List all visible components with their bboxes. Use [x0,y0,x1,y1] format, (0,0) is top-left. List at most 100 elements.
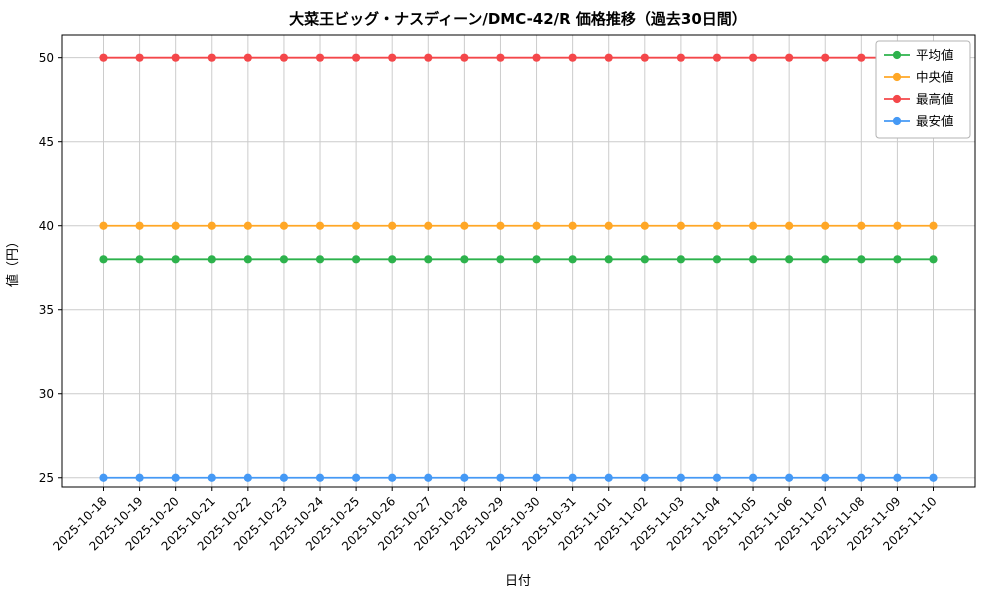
data-point [352,473,361,482]
data-point [424,473,433,482]
data-point [857,221,866,230]
data-point [171,473,180,482]
legend-marker [892,72,902,82]
data-point [99,53,108,62]
y-tick-label: 45 [39,135,54,149]
chart-generated-content: 2025-10-182025-10-192025-10-202025-10-21… [39,34,976,553]
data-point [496,53,505,62]
data-point [785,221,794,230]
data-point [99,255,108,264]
data-point [640,221,649,230]
data-point [748,255,758,264]
legend-label: 平均値 [916,47,954,62]
plot-border [61,34,976,488]
data-point [135,53,144,62]
series-中央値 [99,221,938,230]
data-point [496,221,505,230]
data-point [893,221,902,230]
data-point [748,53,758,62]
data-point [676,473,685,482]
data-point [676,255,685,264]
data-point [785,53,794,62]
data-point [532,255,541,264]
data-point [171,221,180,230]
data-point [604,255,613,264]
data-point [604,473,613,482]
data-point [676,53,685,62]
data-point [568,255,577,264]
data-point [496,255,505,264]
data-point [388,473,397,482]
data-point [748,221,758,230]
data-point [243,473,252,482]
data-point [640,473,649,482]
y-tick-label: 40 [39,219,54,233]
gridlines [62,35,975,487]
legend-label: 最安値 [916,113,954,128]
legend-marker [892,94,902,104]
data-point [785,255,794,264]
data-point [712,221,722,230]
data-point [460,53,469,62]
x-axis-ticks: 2025-10-182025-10-192025-10-202025-10-21… [50,487,940,553]
data-point [352,255,361,264]
data-point [893,473,902,482]
data-point [315,53,325,62]
data-point [171,255,180,264]
series-平均値 [99,255,938,264]
data-point [893,255,902,264]
data-point [929,221,938,230]
data-point [135,255,144,264]
x-axis-label: 日付 [505,574,531,589]
chart-title: 大菜王ビッグ・ナスディーン/DMC-42/R 価格推移（過去30日間） [289,10,747,28]
legend-label: 最高値 [916,91,954,106]
data-point [460,221,469,230]
data-point [532,53,541,62]
data-point [279,473,289,482]
data-point [279,255,289,264]
data-point [821,221,830,230]
data-point [532,221,541,230]
data-point [171,53,180,62]
data-point [712,255,722,264]
data-point [99,473,108,482]
data-point [532,473,541,482]
data-point [207,221,216,230]
data-point [857,255,866,264]
data-point [712,473,722,482]
data-point [496,473,505,482]
data-point [748,473,758,482]
data-point [568,473,577,482]
data-point [604,221,613,230]
data-point [712,53,722,62]
data-point [929,473,938,482]
data-point [929,255,938,264]
data-point [315,473,325,482]
legend-marker [892,116,902,126]
series-最安値 [99,473,938,482]
y-tick-label: 25 [39,471,54,485]
data-point [821,473,830,482]
data-point [99,221,108,230]
data-point [352,221,361,230]
data-point [785,473,794,482]
data-point [857,473,866,482]
data-point [424,255,433,264]
data-point [352,53,361,62]
data-point [388,53,397,62]
data-point [243,221,252,230]
data-point [207,473,216,482]
data-point [424,53,433,62]
y-tick-label: 30 [39,387,54,401]
data-point [640,255,649,264]
legend-label: 中央値 [916,69,954,84]
data-point [568,221,577,230]
data-point [460,473,469,482]
data-point [207,255,216,264]
data-point [460,255,469,264]
data-point [315,221,325,230]
legend-marker [892,50,902,60]
data-point [207,53,216,62]
